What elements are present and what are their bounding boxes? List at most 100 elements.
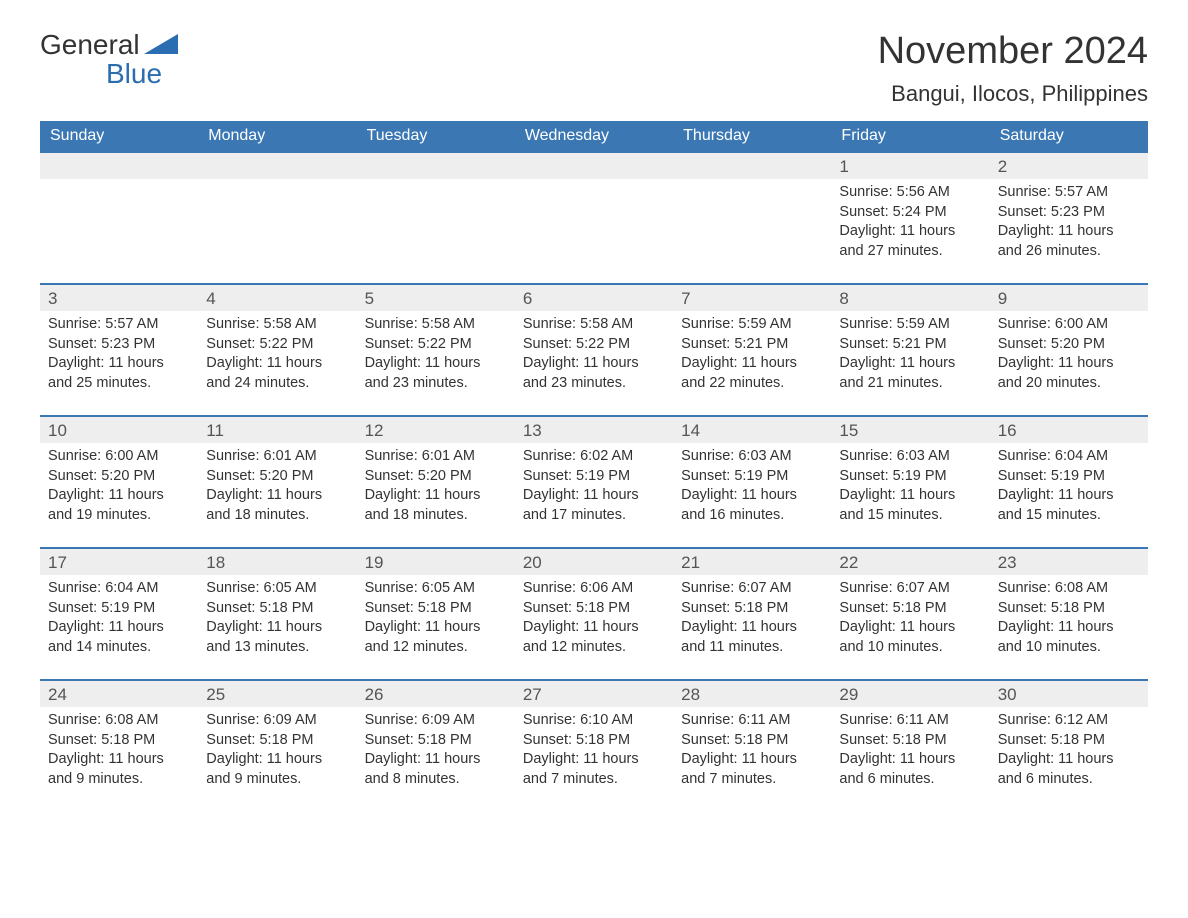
dow-cell: Sunday [40,121,198,151]
sunset-line: Sunset: 5:18 PM [681,599,823,619]
daynum-cell: 7 [673,285,831,311]
day-cell [515,179,673,283]
daylight-line-2: and 23 minutes. [365,374,507,394]
sunrise-line: Sunrise: 6:05 AM [365,579,507,599]
daylight-line-2: and 14 minutes. [48,638,190,658]
daylight-line-2: and 6 minutes. [839,770,981,790]
sunrise-line: Sunrise: 6:12 AM [998,711,1140,731]
sunset-line: Sunset: 5:18 PM [998,731,1140,751]
sunset-line: Sunset: 5:18 PM [48,731,190,751]
daynum-cell: 14 [673,417,831,443]
daynum-cell: 27 [515,681,673,707]
daylight-line-1: Daylight: 11 hours [839,750,981,770]
daynum-cell: 5 [357,285,515,311]
daylight-line-1: Daylight: 11 hours [48,750,190,770]
daylight-line-2: and 12 minutes. [523,638,665,658]
daynum-cell: 9 [990,285,1148,311]
month-title: November 2024 [878,30,1148,73]
day-cell: Sunrise: 5:59 AMSunset: 5:21 PMDaylight:… [673,311,831,415]
daynum-cell: 22 [831,549,989,575]
daynum-cell [673,153,831,179]
daylight-line-2: and 26 minutes. [998,242,1140,262]
sunset-line: Sunset: 5:18 PM [523,599,665,619]
daylight-line-1: Daylight: 11 hours [523,618,665,638]
sunrise-line: Sunrise: 6:04 AM [998,447,1140,467]
sunrise-line: Sunrise: 6:04 AM [48,579,190,599]
sunset-line: Sunset: 5:18 PM [681,731,823,751]
daynum-cell: 28 [673,681,831,707]
daylight-line-1: Daylight: 11 hours [365,618,507,638]
day-cell: Sunrise: 5:59 AMSunset: 5:21 PMDaylight:… [831,311,989,415]
day-cell: Sunrise: 6:01 AMSunset: 5:20 PMDaylight:… [357,443,515,547]
sunrise-line: Sunrise: 6:09 AM [365,711,507,731]
daynum-row: 10111213141516 [40,417,1148,443]
header: General Blue November 2024 Bangui, Iloco… [40,30,1148,107]
daynum-cell [357,153,515,179]
sunset-line: Sunset: 5:18 PM [206,731,348,751]
day-cell: Sunrise: 6:03 AMSunset: 5:19 PMDaylight:… [831,443,989,547]
sunset-line: Sunset: 5:23 PM [48,335,190,355]
daylight-line-1: Daylight: 11 hours [365,486,507,506]
location: Bangui, Ilocos, Philippines [878,81,1148,107]
sunset-line: Sunset: 5:18 PM [523,731,665,751]
daylight-line-2: and 17 minutes. [523,506,665,526]
daylight-line-2: and 15 minutes. [998,506,1140,526]
daylight-line-1: Daylight: 11 hours [523,354,665,374]
sunset-line: Sunset: 5:20 PM [365,467,507,487]
daynum-cell: 4 [198,285,356,311]
daynum-cell: 24 [40,681,198,707]
daynum-cell: 15 [831,417,989,443]
day-cell: Sunrise: 6:02 AMSunset: 5:19 PMDaylight:… [515,443,673,547]
day-cell: Sunrise: 6:01 AMSunset: 5:20 PMDaylight:… [198,443,356,547]
daylight-line-1: Daylight: 11 hours [523,750,665,770]
daylight-line-1: Daylight: 11 hours [206,486,348,506]
sunset-line: Sunset: 5:18 PM [839,731,981,751]
dow-cell: Wednesday [515,121,673,151]
calendar: SundayMondayTuesdayWednesdayThursdayFrid… [40,121,1148,811]
daylight-line-2: and 11 minutes. [681,638,823,658]
daylight-line-1: Daylight: 11 hours [48,354,190,374]
daynum-cell: 17 [40,549,198,575]
daylight-line-1: Daylight: 11 hours [206,618,348,638]
daylight-line-1: Daylight: 11 hours [998,618,1140,638]
sunrise-line: Sunrise: 6:03 AM [681,447,823,467]
day-cell: Sunrise: 5:56 AMSunset: 5:24 PMDaylight:… [831,179,989,283]
day-cell: Sunrise: 6:00 AMSunset: 5:20 PMDaylight:… [40,443,198,547]
daynum-cell: 10 [40,417,198,443]
daylight-line-2: and 20 minutes. [998,374,1140,394]
sunset-line: Sunset: 5:18 PM [365,599,507,619]
daylight-line-1: Daylight: 11 hours [681,486,823,506]
dow-cell: Thursday [673,121,831,151]
week: 24252627282930Sunrise: 6:08 AMSunset: 5:… [40,679,1148,811]
day-cell: Sunrise: 5:57 AMSunset: 5:23 PMDaylight:… [990,179,1148,283]
daylight-line-1: Daylight: 11 hours [839,354,981,374]
daynum-cell: 19 [357,549,515,575]
daylight-line-1: Daylight: 11 hours [681,354,823,374]
day-cell: Sunrise: 6:05 AMSunset: 5:18 PMDaylight:… [198,575,356,679]
daylight-line-1: Daylight: 11 hours [365,354,507,374]
daylight-line-1: Daylight: 11 hours [681,750,823,770]
day-cell: Sunrise: 5:57 AMSunset: 5:23 PMDaylight:… [40,311,198,415]
daynum-cell: 13 [515,417,673,443]
sunrise-line: Sunrise: 5:59 AM [681,315,823,335]
sunset-line: Sunset: 5:22 PM [206,335,348,355]
week: 17181920212223Sunrise: 6:04 AMSunset: 5:… [40,547,1148,679]
day-cell [357,179,515,283]
day-cell: Sunrise: 6:10 AMSunset: 5:18 PMDaylight:… [515,707,673,811]
daynum-cell: 16 [990,417,1148,443]
daylight-line-2: and 10 minutes. [839,638,981,658]
daylight-line-1: Daylight: 11 hours [48,618,190,638]
sunrise-line: Sunrise: 6:00 AM [48,447,190,467]
logo-word-1: General [40,30,140,59]
sunrise-line: Sunrise: 6:11 AM [681,711,823,731]
sunrise-line: Sunrise: 5:58 AM [206,315,348,335]
sunrise-line: Sunrise: 6:10 AM [523,711,665,731]
daylight-line-1: Daylight: 11 hours [998,750,1140,770]
daynum-cell: 29 [831,681,989,707]
daylight-line-1: Daylight: 11 hours [206,354,348,374]
day-cell: Sunrise: 6:04 AMSunset: 5:19 PMDaylight:… [40,575,198,679]
sunrise-line: Sunrise: 6:08 AM [998,579,1140,599]
sunrise-line: Sunrise: 5:56 AM [839,183,981,203]
day-cell: Sunrise: 6:05 AMSunset: 5:18 PMDaylight:… [357,575,515,679]
sunset-line: Sunset: 5:18 PM [365,731,507,751]
